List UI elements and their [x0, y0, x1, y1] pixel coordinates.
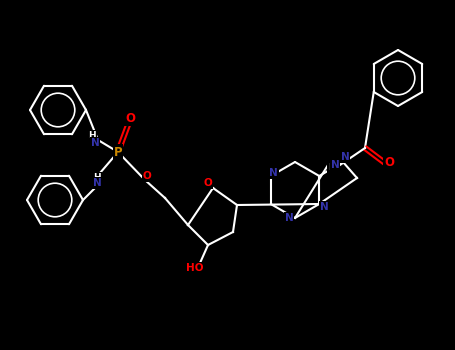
Text: O: O — [142, 171, 152, 181]
Text: O: O — [204, 178, 212, 188]
Text: P: P — [114, 146, 122, 159]
Text: O: O — [125, 112, 135, 125]
Text: N: N — [91, 138, 99, 148]
Text: N: N — [269, 168, 278, 178]
Text: N: N — [93, 178, 101, 188]
Text: O: O — [384, 156, 394, 169]
Text: H: H — [88, 131, 96, 140]
Text: N: N — [320, 202, 329, 212]
Text: H: H — [328, 163, 336, 173]
Text: N: N — [341, 152, 349, 162]
Text: N: N — [331, 160, 339, 170]
Text: HO: HO — [186, 263, 204, 273]
Text: N: N — [285, 213, 293, 223]
Text: H: H — [93, 173, 101, 182]
